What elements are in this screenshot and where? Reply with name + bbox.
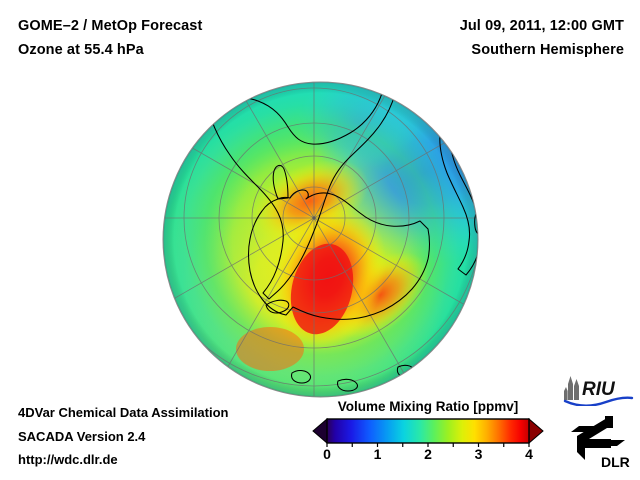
colorbar-tick-label: 3 (474, 446, 483, 462)
title-block-left: GOME–2 / MetOp Forecast Ozone at 55.4 hP… (18, 14, 202, 62)
graticule (163, 82, 478, 397)
cathedral-spires-icon (564, 376, 579, 400)
credits-method: 4DVar Chemical Data Assimilation (18, 405, 229, 420)
coastline-island-b (337, 378, 358, 392)
credits-version: SACADA Version 2.4 (18, 428, 146, 444)
colorbar-tick-label: 2 (424, 446, 432, 462)
coastline-antarctic-peninsula (272, 164, 289, 200)
globe-outline (162, 81, 479, 398)
coastline-madagascar (474, 206, 478, 238)
riu-wave-icon (563, 396, 634, 406)
region-label: Southern Hemisphere (471, 42, 624, 58)
dlr-mark-icon (571, 416, 625, 460)
ozone-field (163, 82, 478, 397)
globe-map (162, 81, 479, 398)
riu-logo-text: RIU (582, 379, 616, 400)
coastline-tierra-del-fuego (265, 299, 290, 314)
dlr-logo-text: DLR (601, 454, 630, 470)
colorbar-extend-low-arrow (312, 417, 328, 445)
credits-block: 4DVar Chemical Data Assimilation SACADA … (18, 401, 229, 472)
colorbar-title: Volume Mixing Ratio [ppmv] (337, 399, 519, 414)
colorbar-tick-label: 1 (373, 446, 382, 462)
page-subtitle: Ozone at 55.4 hPa (18, 42, 144, 58)
colorbar-ticks (326, 443, 530, 447)
page-title: GOME–2 / MetOp Forecast (18, 18, 203, 34)
colorbar-tick-labels: 0 1 2 3 4 (305, 446, 551, 466)
timestamp-label: Jul 09, 2011, 12:00 GMT (459, 18, 624, 34)
colorbar-tick-label: 4 (525, 446, 533, 462)
colorbar-gradient (326, 418, 530, 444)
colorbar: Volume Mixing Ratio [ppmv] (305, 399, 551, 475)
riu-logo: RIU (562, 374, 634, 406)
colorbar-extend-high-arrow (528, 417, 544, 445)
colorbar-scale (312, 417, 544, 447)
credits-url: http://wdc.dlr.de (18, 452, 118, 467)
colorbar-tick-label: 0 (323, 446, 331, 462)
coastline-island-a (291, 370, 312, 384)
title-block-right: Jul 09, 2011, 12:00 GMT Southern Hemisph… (460, 14, 624, 62)
limb-shading (163, 82, 478, 397)
south-pole-marker (312, 216, 316, 220)
coastline-south-america (205, 82, 399, 300)
dlr-logo: DLR (567, 412, 633, 470)
